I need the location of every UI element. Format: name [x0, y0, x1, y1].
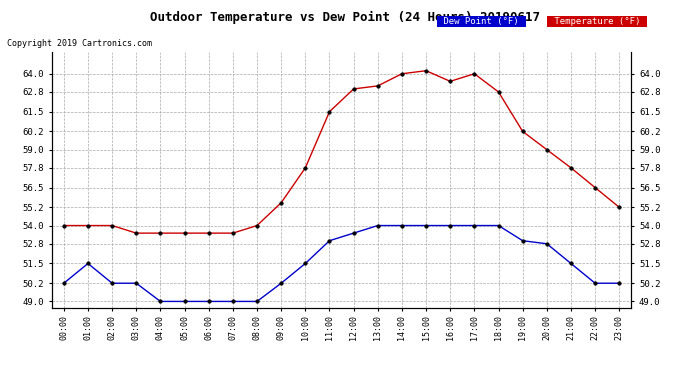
- Text: Outdoor Temperature vs Dew Point (24 Hours) 20190617: Outdoor Temperature vs Dew Point (24 Hou…: [150, 11, 540, 24]
- Text: Copyright 2019 Cartronics.com: Copyright 2019 Cartronics.com: [7, 39, 152, 48]
- Text: Temperature (°F): Temperature (°F): [549, 17, 645, 26]
- Text: Dew Point (°F): Dew Point (°F): [438, 17, 524, 26]
